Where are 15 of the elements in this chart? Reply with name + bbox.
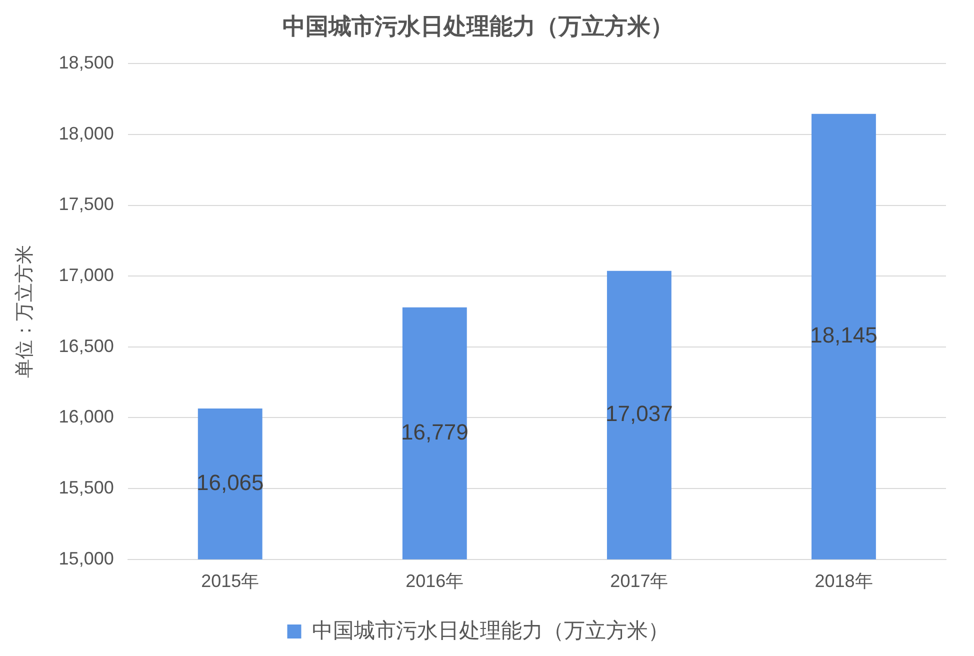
x-tick-label: 2018年 xyxy=(814,571,873,592)
x-tick-label: 2016年 xyxy=(406,571,464,592)
y-tick-label: 16,500 xyxy=(58,336,114,356)
y-tick-label: 15,500 xyxy=(58,478,114,498)
y-tick-label: 18,500 xyxy=(58,52,114,73)
y-tick-label: 17,500 xyxy=(58,194,114,214)
x-tick-label: 2015年 xyxy=(201,571,260,592)
chart-title: 中国城市污水日处理能力（万立方米） xyxy=(282,13,674,40)
y-tick-label: 18,000 xyxy=(58,123,114,144)
y-tick-label: 17,000 xyxy=(58,265,114,286)
x-tick-label: 2017年 xyxy=(610,571,668,592)
y-tick-label: 15,000 xyxy=(58,548,114,568)
legend-label: 中国城市污水日处理能力（万立方米） xyxy=(312,619,669,642)
y-tick-label: 16,000 xyxy=(58,406,114,427)
y-axis-title: 单位：万立方米 xyxy=(14,245,36,378)
